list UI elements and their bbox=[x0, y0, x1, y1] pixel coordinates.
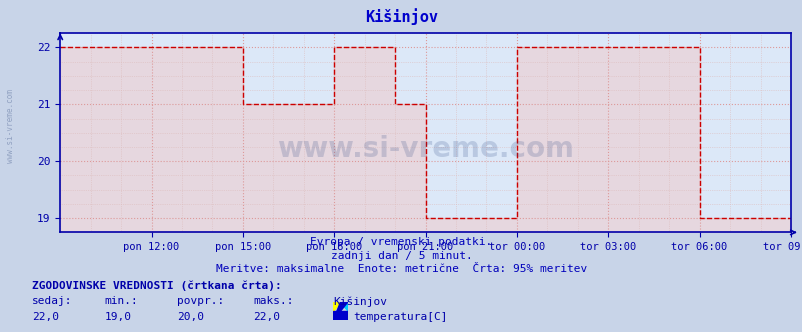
Text: Kišinjov: Kišinjov bbox=[333, 296, 387, 307]
Text: maks.:: maks.: bbox=[253, 296, 293, 306]
Polygon shape bbox=[340, 302, 347, 311]
Text: 20,0: 20,0 bbox=[176, 312, 204, 322]
Text: www.si-vreme.com: www.si-vreme.com bbox=[277, 135, 573, 163]
Text: zadnji dan / 5 minut.: zadnji dan / 5 minut. bbox=[330, 251, 472, 261]
Text: Kišinjov: Kišinjov bbox=[365, 8, 437, 25]
Text: www.si-vreme.com: www.si-vreme.com bbox=[6, 89, 15, 163]
Text: sedaj:: sedaj: bbox=[32, 296, 72, 306]
Polygon shape bbox=[333, 311, 347, 320]
Text: Evropa / vremenski podatki.: Evropa / vremenski podatki. bbox=[310, 237, 492, 247]
Text: temperatura[C]: temperatura[C] bbox=[353, 312, 448, 322]
Text: 22,0: 22,0 bbox=[32, 312, 59, 322]
Polygon shape bbox=[333, 302, 340, 311]
Text: 19,0: 19,0 bbox=[104, 312, 132, 322]
Polygon shape bbox=[333, 302, 347, 320]
Text: min.:: min.: bbox=[104, 296, 138, 306]
Text: Meritve: maksimalne  Enote: metrične  Črta: 95% meritev: Meritve: maksimalne Enote: metrične Črta… bbox=[216, 264, 586, 274]
Text: povpr.:: povpr.: bbox=[176, 296, 224, 306]
Text: ZGODOVINSKE VREDNOSTI (črtkana črta):: ZGODOVINSKE VREDNOSTI (črtkana črta): bbox=[32, 281, 282, 291]
Text: 22,0: 22,0 bbox=[253, 312, 280, 322]
